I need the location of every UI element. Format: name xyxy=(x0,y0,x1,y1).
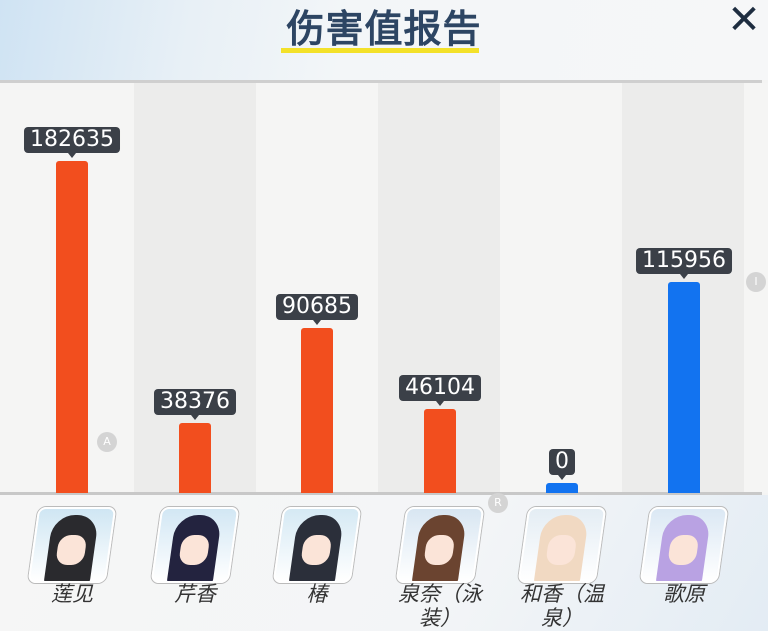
marker-i: I xyxy=(746,272,766,292)
title-underline xyxy=(281,48,479,53)
damage-value-label: 115956 xyxy=(636,248,732,280)
header: 伤害值报告 ✕ xyxy=(0,0,768,80)
damage-bar xyxy=(424,409,456,493)
character-name: 莲见 xyxy=(51,582,93,606)
damage-value-label: 46104 xyxy=(399,375,481,407)
marker-a: A xyxy=(97,432,117,452)
character-avatar[interactable] xyxy=(27,507,117,583)
character-avatar[interactable] xyxy=(395,507,485,583)
page-title: 伤害值报告 xyxy=(286,7,482,51)
character-name: 泉奈（泳装） xyxy=(398,582,482,630)
damage-bar xyxy=(56,161,88,493)
character-name: 芹香 xyxy=(174,582,216,606)
divider xyxy=(0,80,762,83)
close-x-icon[interactable]: ✕ xyxy=(727,0,761,43)
character-avatar[interactable] xyxy=(639,507,729,583)
character-avatar[interactable] xyxy=(150,507,240,583)
character-row xyxy=(0,495,768,631)
character-name: 和香（温泉） xyxy=(520,582,604,630)
damage-value-label: 0 xyxy=(549,449,575,480)
damage-bar xyxy=(546,483,578,493)
marker-r: R xyxy=(488,493,508,513)
column-band xyxy=(500,83,622,493)
character-name: 椿 xyxy=(306,582,328,606)
damage-value-label: 90685 xyxy=(276,294,358,326)
damage-bar xyxy=(179,423,211,493)
character-name: 歌原 xyxy=(663,582,705,606)
damage-value-label: 182635 xyxy=(24,127,120,158)
damage-bar xyxy=(301,328,333,493)
character-avatar[interactable] xyxy=(272,507,362,583)
baseline xyxy=(0,492,762,495)
damage-value-label: 38376 xyxy=(154,389,236,421)
damage-bar xyxy=(668,282,700,493)
character-avatar[interactable] xyxy=(517,507,607,583)
